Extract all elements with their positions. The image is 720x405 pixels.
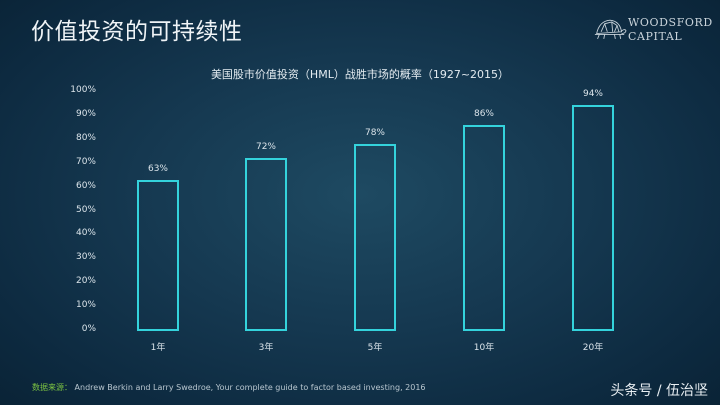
y-tick: 30%: [75, 252, 96, 262]
y-tick: 90%: [75, 109, 96, 119]
bar-value-label: 72%: [255, 142, 276, 153]
logo-line-1: WOODSFORD: [628, 16, 713, 29]
bar: [137, 179, 179, 331]
x-tick: 3年: [258, 343, 274, 353]
x-tick: 10年: [473, 343, 495, 353]
bar-value-label: 63%: [147, 163, 168, 174]
y-tick: 100%: [70, 85, 96, 95]
y-tick: 70%: [75, 157, 96, 167]
chart-title: 美国股市价值投资（HML）战胜市场的概率（1927~2015）: [210, 68, 510, 81]
data-source-note: 数据来源： Andrew Berkin and Larry Swedroe, Y…: [32, 382, 426, 393]
watermark: 头条号 / 伍治坚: [610, 383, 708, 399]
source-text: Andrew Berkin and Larry Swedroe, Your co…: [74, 383, 426, 392]
bar-value-label: 86%: [473, 108, 494, 119]
bar-value-label: 78%: [364, 127, 385, 138]
bar: [354, 143, 396, 331]
logo-line-2: CAPITAL: [628, 30, 683, 43]
bar: [245, 158, 287, 331]
y-tick: 40%: [75, 228, 96, 238]
bar-value-label: 94%: [582, 89, 603, 100]
bar: [572, 105, 614, 331]
company-logo: WOODSFORD CAPITAL: [628, 16, 713, 44]
source-label: 数据来源：: [32, 383, 72, 392]
x-tick: 5年: [367, 343, 383, 353]
tortoise-icon: [594, 19, 627, 40]
x-tick: 20年: [582, 343, 604, 353]
bar: [463, 124, 505, 331]
y-tick: 50%: [75, 205, 96, 215]
x-tick: 1年: [150, 343, 166, 353]
page-title: 价值投资的可持续性: [31, 19, 243, 45]
y-tick: 20%: [75, 276, 96, 286]
y-tick: 60%: [75, 181, 96, 191]
y-tick: 80%: [75, 133, 96, 143]
y-tick: 0%: [81, 324, 96, 334]
y-tick: 10%: [75, 300, 96, 310]
